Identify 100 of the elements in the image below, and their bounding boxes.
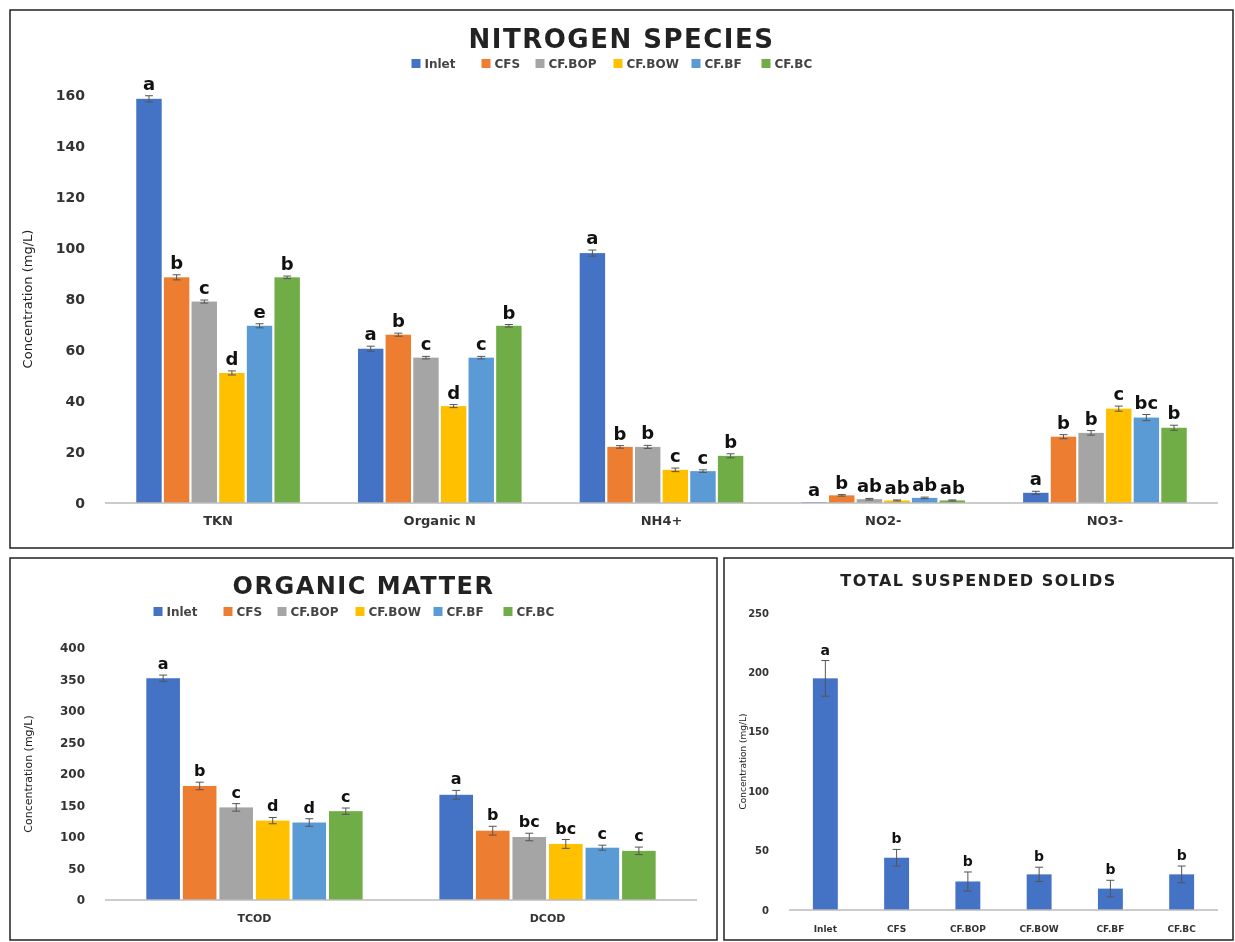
data-label: b [1167, 402, 1181, 424]
data-label: c [420, 333, 432, 355]
x-tick-label: TKN [203, 513, 233, 528]
y-tick-label: 300 [59, 704, 85, 719]
data-label: b [891, 830, 902, 847]
y-tick-label: 160 [55, 86, 86, 103]
x-tick-label: Organic N [403, 513, 476, 528]
x-tick-label: NO3- [1086, 513, 1124, 528]
data-label: d [267, 796, 279, 816]
data-label: b [502, 301, 516, 323]
y-tick-label: 60 [65, 341, 86, 358]
y-tick-label: 400 [59, 641, 85, 656]
legend-label: CF.BF [446, 605, 484, 619]
y-tick-label: 80 [65, 290, 86, 307]
data-label: e [253, 300, 266, 322]
x-tick-label: NH4+ [640, 513, 683, 528]
data-label: b [1057, 411, 1071, 433]
data-label: a [808, 479, 821, 501]
data-label: b [1084, 407, 1098, 429]
data-label: c [1113, 383, 1125, 405]
y-tick-label: 250 [748, 607, 770, 619]
y-tick-label: 20 [65, 443, 86, 460]
data-label: b [170, 251, 184, 273]
legend-label: CFS [494, 57, 521, 71]
data-label: a [450, 769, 462, 789]
data-label: a [1029, 468, 1042, 490]
data-label: b [487, 805, 499, 825]
data-label: bc [518, 812, 540, 832]
data-label: b [391, 310, 405, 332]
data-label: ab [856, 475, 883, 497]
y-axis-title: Concentration (mg/L) [20, 229, 35, 369]
legend-label: Inlet [166, 605, 198, 619]
y-tick-label: 100 [55, 239, 86, 256]
x-tick-label: Inlet [813, 924, 838, 934]
y-tick-label: 150 [59, 798, 85, 813]
x-tick-label: CF.BOP [949, 924, 987, 934]
y-tick-label: 0 [76, 893, 85, 908]
data-label: c [697, 446, 709, 468]
data-label: a [157, 654, 169, 674]
data-label: b [724, 430, 738, 452]
data-label: b [1176, 847, 1187, 864]
data-label: a [142, 72, 156, 94]
data-label: a [364, 323, 377, 345]
data-label: ab [884, 476, 910, 498]
legend-label: CF.BOW [626, 57, 679, 71]
chart-title: TOTAL SUSPENDED SOLIDS [840, 571, 1117, 590]
y-tick-label: 0 [762, 904, 770, 916]
data-label: b [1034, 848, 1045, 865]
y-tick-label: 150 [748, 726, 770, 738]
y-axis-title: Concentration (mg/L) [22, 715, 35, 833]
data-label: c [634, 826, 644, 846]
x-tick-label: CF.BOW [1019, 924, 1059, 934]
legend-label: Inlet [424, 57, 456, 71]
x-tick-label: CF.BC [1167, 924, 1197, 934]
legend-label: CF.BOP [290, 605, 339, 619]
data-label: b [835, 471, 849, 493]
data-label: ab [939, 476, 965, 498]
x-tick-label: DCOD [529, 912, 566, 925]
data-label: b [280, 253, 294, 275]
legend-label: CF.BC [774, 57, 813, 71]
data-label: a [820, 641, 831, 658]
legend-label: CF.BOW [368, 605, 421, 619]
data-label: a [586, 227, 599, 249]
data-label: d [303, 797, 315, 817]
x-tick-label: CF.BF [1096, 924, 1125, 934]
y-tick-label: 200 [59, 767, 85, 782]
y-tick-label: 0 [75, 494, 86, 511]
legend-label: CF.BF [704, 57, 742, 71]
data-label: b [641, 422, 655, 444]
data-label: d [447, 381, 461, 403]
y-tick-label: 50 [68, 861, 85, 876]
data-label: c [597, 824, 608, 844]
x-tick-label: CFS [886, 924, 907, 934]
data-label: c [475, 333, 487, 355]
data-label: bc [1134, 391, 1159, 413]
data-label: bc [555, 818, 577, 838]
y-tick-label: 100 [59, 830, 85, 845]
legend-label: CF.BC [516, 605, 555, 619]
data-label: b [1105, 861, 1116, 878]
data-label: ab [912, 474, 938, 496]
data-label: c [341, 787, 351, 807]
y-tick-label: 350 [59, 672, 85, 687]
data-label: c [198, 277, 210, 299]
y-tick-label: 40 [65, 392, 86, 409]
y-tick-label: 50 [755, 845, 770, 857]
x-tick-label: NO2- [865, 513, 902, 528]
y-tick-label: 200 [748, 666, 770, 678]
data-label: c [231, 782, 241, 802]
y-axis-title: Concentration (mg/L) [738, 713, 748, 810]
chart-title: NITROGEN SPECIES [468, 24, 775, 54]
y-tick-label: 140 [55, 137, 86, 154]
data-label: c [669, 445, 681, 467]
y-tick-label: 120 [55, 188, 86, 205]
data-label: d [225, 347, 239, 369]
y-tick-label: 250 [59, 735, 85, 750]
y-tick-label: 100 [748, 785, 770, 797]
data-label: b [613, 422, 627, 444]
data-label: b [193, 761, 206, 781]
x-tick-label: TCOD [237, 912, 272, 925]
legend-label: CF.BOP [548, 57, 597, 71]
